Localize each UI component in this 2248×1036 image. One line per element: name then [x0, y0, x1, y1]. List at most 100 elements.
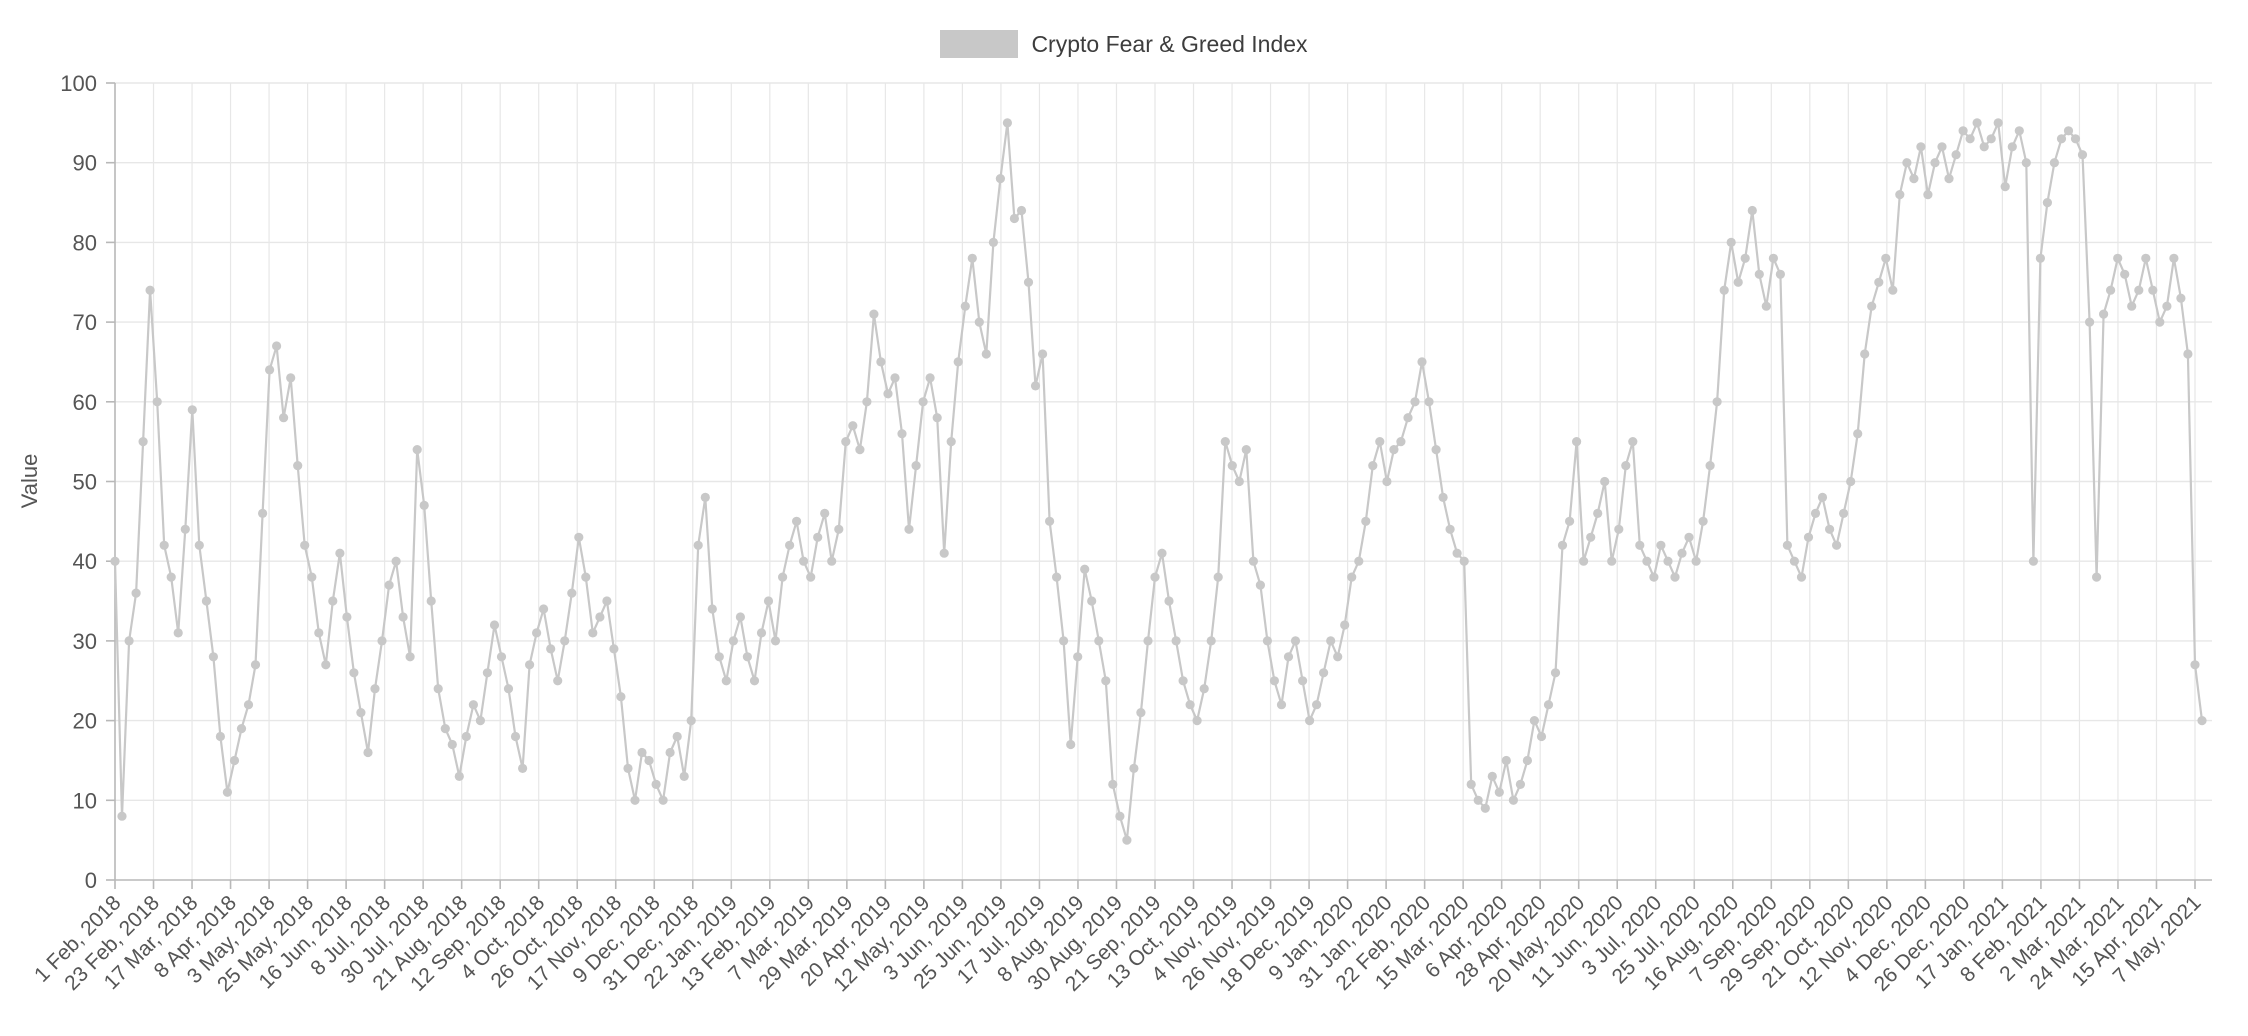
data-point-marker [700, 492, 710, 502]
data-point-marker [1178, 676, 1188, 686]
data-point-marker [1586, 532, 1596, 542]
data-point-marker [1642, 556, 1652, 566]
data-point-marker [1333, 652, 1343, 662]
data-point-marker [1030, 381, 1041, 391]
data-point-marker [1902, 158, 1912, 168]
data-point-marker [2155, 317, 2165, 327]
data-point-marker [1614, 524, 1624, 534]
data-point-marker [792, 516, 802, 526]
chart-gridlines [115, 82, 2212, 880]
data-point-marker [1867, 301, 1877, 311]
data-point-marker [2070, 134, 2081, 144]
data-point-marker [2085, 317, 2095, 327]
data-point-marker [911, 461, 921, 471]
data-point-marker [173, 628, 183, 638]
data-point-marker [2127, 301, 2137, 311]
data-point-marker [1424, 397, 1434, 407]
data-point-marker [1972, 118, 1982, 128]
data-point-marker [1881, 253, 1891, 263]
data-point-marker [1276, 700, 1287, 710]
data-point-marker [588, 628, 598, 638]
data-point-marker [1846, 476, 1856, 487]
data-point-marker [1094, 636, 1104, 646]
y-tick-label: 0 [85, 868, 97, 893]
data-point-marker [236, 724, 247, 734]
data-point-marker [1796, 572, 1807, 582]
data-point-marker [2021, 158, 2031, 168]
data-point-marker [1354, 556, 1364, 566]
y-tick-label: 70 [73, 310, 97, 335]
data-point-marker [869, 309, 879, 319]
data-point-marker [1712, 397, 1722, 407]
data-point-marker [637, 747, 647, 758]
data-point-marker [454, 771, 464, 782]
data-point-marker [1305, 716, 1315, 726]
data-point-marker [1403, 413, 1413, 423]
data-point-marker [180, 524, 190, 534]
data-point-marker [1754, 269, 1764, 279]
data-point-marker [138, 437, 148, 447]
data-point-marker [799, 556, 809, 566]
data-point-marker [1733, 277, 1743, 287]
data-point-marker [250, 660, 261, 670]
data-point-marker [1368, 461, 1378, 471]
data-point-marker [953, 357, 963, 367]
data-point-marker [1199, 684, 1209, 694]
data-point-marker [1185, 700, 1195, 710]
data-point-marker [440, 724, 450, 734]
data-point-marker [503, 684, 514, 694]
data-point-marker [2056, 134, 2067, 144]
data-point-marker [2035, 253, 2045, 263]
data-point-marker [1817, 492, 1828, 502]
data-point-marker [1319, 668, 1329, 678]
data-point-marker [616, 692, 626, 702]
data-point-marker [433, 684, 443, 694]
data-point-marker [1965, 134, 1975, 144]
data-point-marker [841, 437, 851, 447]
data-point-marker [2169, 253, 2179, 263]
data-point-marker [1066, 739, 1076, 750]
data-point-marker [1684, 532, 1694, 542]
data-point-marker [834, 524, 844, 534]
data-point-marker [546, 644, 556, 654]
data-point-marker [623, 763, 633, 774]
chart-legend[interactable]: Crypto Fear & Greed Index [0, 30, 2248, 58]
data-point-marker [960, 301, 970, 311]
data-point-marker [995, 174, 1006, 184]
data-point-marker [2092, 572, 2102, 582]
data-point-marker [1347, 572, 1357, 582]
data-point-marker [2042, 198, 2052, 208]
data-point-marker [721, 676, 731, 686]
data-point-marker [855, 445, 865, 455]
data-point-marker [110, 556, 120, 566]
data-point-marker [1361, 516, 1371, 526]
data-point-marker [1192, 716, 1202, 726]
data-point-marker [1656, 540, 1666, 550]
data-point-marker [258, 508, 268, 518]
data-point-marker [321, 660, 331, 670]
data-point-marker [1206, 636, 1216, 646]
data-point-marker [1087, 596, 1097, 606]
data-point-marker [1747, 205, 1757, 216]
data-point-marker [735, 612, 746, 622]
data-point-marker [496, 652, 507, 662]
data-point-marker [897, 429, 907, 439]
data-point-marker [1670, 572, 1680, 582]
data-point-marker [630, 795, 640, 805]
data-point-marker [770, 636, 781, 646]
data-point-marker [1986, 134, 1996, 144]
data-point-marker [1782, 540, 1792, 550]
data-point-marker [1761, 301, 1771, 311]
data-point-marker [215, 731, 225, 742]
data-point-marker [1565, 516, 1575, 526]
data-point-marker [426, 596, 436, 606]
data-point-marker [1248, 556, 1258, 566]
data-point-marker [1628, 437, 1638, 447]
data-point-marker [1002, 118, 1013, 128]
data-point-marker [194, 540, 204, 550]
data-point-marker [2176, 293, 2186, 303]
data-point-marker [1515, 779, 1525, 790]
data-point-marker [932, 413, 942, 423]
